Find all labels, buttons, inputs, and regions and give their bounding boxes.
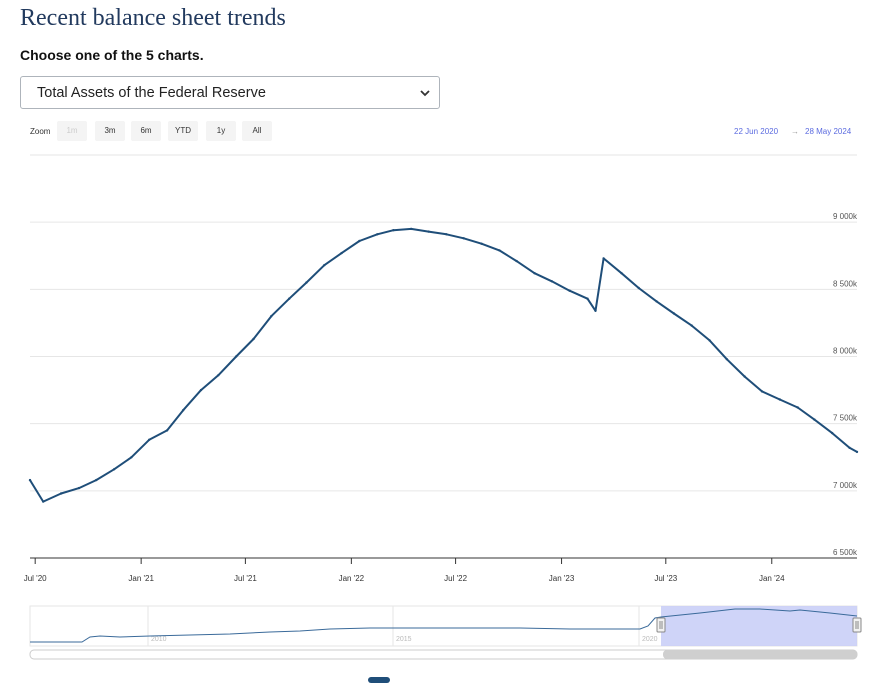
chevron-down-icon (420, 90, 430, 97)
navigator-label-2015: 2015 (396, 636, 412, 643)
navigator-left-handle[interactable] (656, 617, 666, 633)
range-from-date[interactable]: 22 Jun 2020 (734, 127, 779, 136)
series-points (28, 227, 859, 503)
data-point (392, 229, 395, 232)
data-point (376, 233, 379, 236)
data-point (813, 418, 816, 421)
data-point (95, 478, 98, 482)
zoom-3m-button[interactable]: 3m (95, 121, 125, 141)
data-point (743, 375, 746, 378)
data-point (148, 438, 151, 441)
x-tick-label: Jan '21 (128, 574, 154, 583)
data-point (855, 450, 859, 454)
y-tick-label: 6 500k (833, 548, 858, 557)
navigator-selection-mask[interactable] (661, 606, 857, 646)
data-point (586, 297, 589, 300)
data-point (427, 230, 430, 233)
data-point (270, 315, 273, 318)
data-point (112, 468, 116, 471)
data-point (708, 339, 711, 342)
y-tick-label: 7 500k (833, 414, 858, 423)
x-tick-label: Jul '22 (444, 574, 467, 583)
data-point (550, 280, 553, 283)
data-point (165, 429, 169, 432)
x-tick-label: Jan '24 (759, 574, 785, 583)
chart-select[interactable]: Total Assets of the Federal Reserve (20, 76, 440, 109)
navigator-label-2010: 2010 (151, 636, 167, 643)
data-point (672, 312, 676, 315)
x-tick-label: Jul '21 (234, 574, 257, 583)
navigator-label-2020: 2020 (642, 636, 658, 643)
zoom-1y-button[interactable]: 1y (206, 121, 236, 141)
data-point (323, 264, 326, 267)
data-point (358, 239, 361, 243)
data-point (760, 390, 764, 393)
navigator-scrollbar[interactable] (29, 649, 858, 660)
x-tick-label: Jul '20 (24, 574, 47, 583)
data-point (480, 242, 483, 245)
data-point (515, 259, 518, 263)
x-tick-label: Jan '22 (339, 574, 365, 583)
data-point (252, 337, 255, 341)
page-title: Recent balance sheet trends (20, 5, 286, 31)
zoom-label: Zoom (30, 127, 51, 136)
chart-chooser-label: Choose one of the 5 charts. (20, 47, 204, 63)
data-point (288, 297, 291, 300)
x-axis: Jul '20 Jan '21 Jul '21 Jan '22 Jul '22 Jan '… (24, 558, 785, 583)
zoom-6m-button[interactable]: 6m (131, 121, 161, 141)
data-point (340, 251, 343, 255)
y-tick-label: 8 000k (833, 347, 858, 356)
chart-select-value: Total Assets of the Federal Reserve (37, 85, 266, 101)
data-point (410, 227, 413, 231)
data-point (305, 281, 308, 284)
legend-series-marker[interactable] (368, 677, 390, 683)
zoom-all-button[interactable]: All (242, 121, 272, 141)
data-point (235, 355, 238, 358)
zoom-1m-button[interactable]: 1m (57, 121, 87, 141)
data-point (594, 309, 597, 312)
data-point (796, 406, 799, 409)
data-point (199, 388, 203, 392)
data-point (725, 358, 728, 361)
data-point (568, 289, 571, 292)
data-point (778, 398, 781, 401)
data-point (28, 478, 32, 482)
x-tick-label: Jan '23 (549, 574, 575, 583)
data-point (637, 286, 640, 290)
data-point (533, 272, 536, 275)
data-point (831, 431, 834, 435)
data-point (690, 324, 693, 327)
data-point (130, 456, 133, 459)
navigator[interactable]: 2010 2015 2020 (29, 605, 862, 647)
y-tick-label: 7 000k (833, 481, 858, 490)
data-point (462, 237, 465, 240)
series-line-total-assets (29, 227, 858, 503)
x-tick-label: Jul '23 (654, 574, 677, 583)
data-point (602, 257, 605, 260)
data-point (42, 500, 45, 503)
data-point (77, 486, 81, 490)
zoom-ytd-button[interactable]: YTD (168, 121, 198, 141)
scrollbar-thumb[interactable] (663, 650, 857, 659)
data-point (498, 249, 501, 252)
data-point (620, 272, 623, 275)
data-point (445, 233, 448, 236)
range-arrow-icon: → (791, 127, 799, 136)
navigator-right-handle[interactable] (852, 617, 862, 633)
y-tick-label: 9 000k (833, 212, 858, 221)
y-gridlines (30, 221, 857, 492)
y-axis: 6 500k 7 000k 7 500k 8 000k 8 500k 9 000k (833, 212, 858, 557)
range-to-date[interactable]: 28 May 2024 (805, 127, 852, 136)
data-point (59, 492, 63, 495)
data-point (655, 300, 658, 303)
navigator-series-line (30, 608, 858, 643)
y-tick-label: 8 500k (833, 279, 858, 288)
data-point (848, 446, 851, 449)
data-point (182, 409, 185, 412)
data-point (217, 374, 220, 377)
